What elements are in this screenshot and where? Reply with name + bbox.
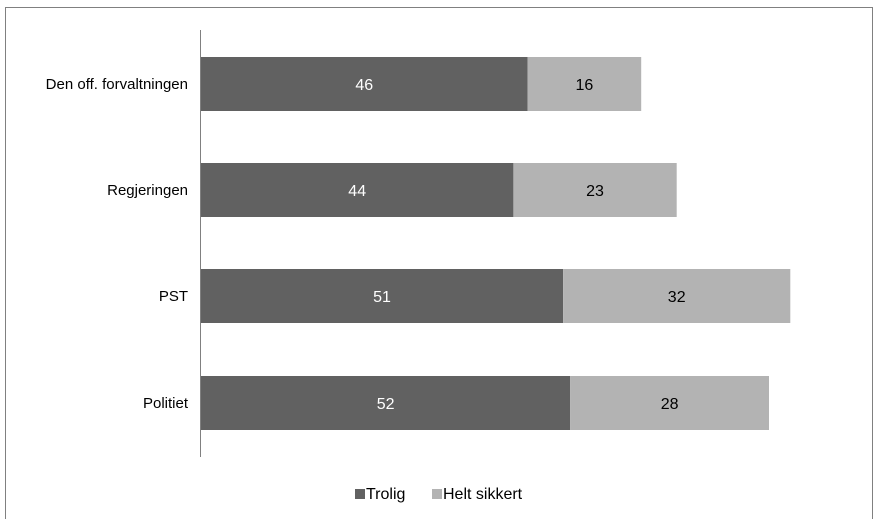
data-label: 52: [377, 396, 395, 413]
legend-label: Trolig: [366, 486, 405, 503]
bar-segment: [201, 269, 564, 323]
legend-label: Helt sikkert: [443, 486, 523, 503]
legend-swatch: [355, 489, 365, 499]
legend: Trolig Helt sikkert: [355, 486, 523, 503]
data-label: 16: [576, 77, 594, 94]
data-label: 51: [373, 289, 391, 306]
data-label: 44: [348, 183, 366, 200]
category-label: Politiet: [143, 395, 189, 412]
bar-segment: [201, 57, 528, 111]
data-label: 23: [586, 183, 604, 200]
bar-segment: [201, 376, 571, 430]
data-label: 46: [355, 77, 373, 94]
bar-segment: [527, 57, 642, 111]
legend-swatch: [432, 489, 442, 499]
bars-layer: 46 16 44 23 51 32 52 28: [201, 57, 791, 430]
bar-segment: [570, 376, 769, 430]
category-label: PST: [159, 288, 188, 305]
bar-segment: [201, 163, 514, 217]
data-label: 28: [661, 396, 679, 413]
bar-segment: [563, 269, 791, 323]
data-label: 32: [668, 289, 686, 306]
bar-segment: [513, 163, 677, 217]
category-label: Den off. forvaltningen: [46, 76, 188, 93]
category-labels: Den off. forvaltningen Regjeringen PST Poli…: [46, 76, 189, 412]
category-label: Regjeringen: [107, 182, 188, 199]
